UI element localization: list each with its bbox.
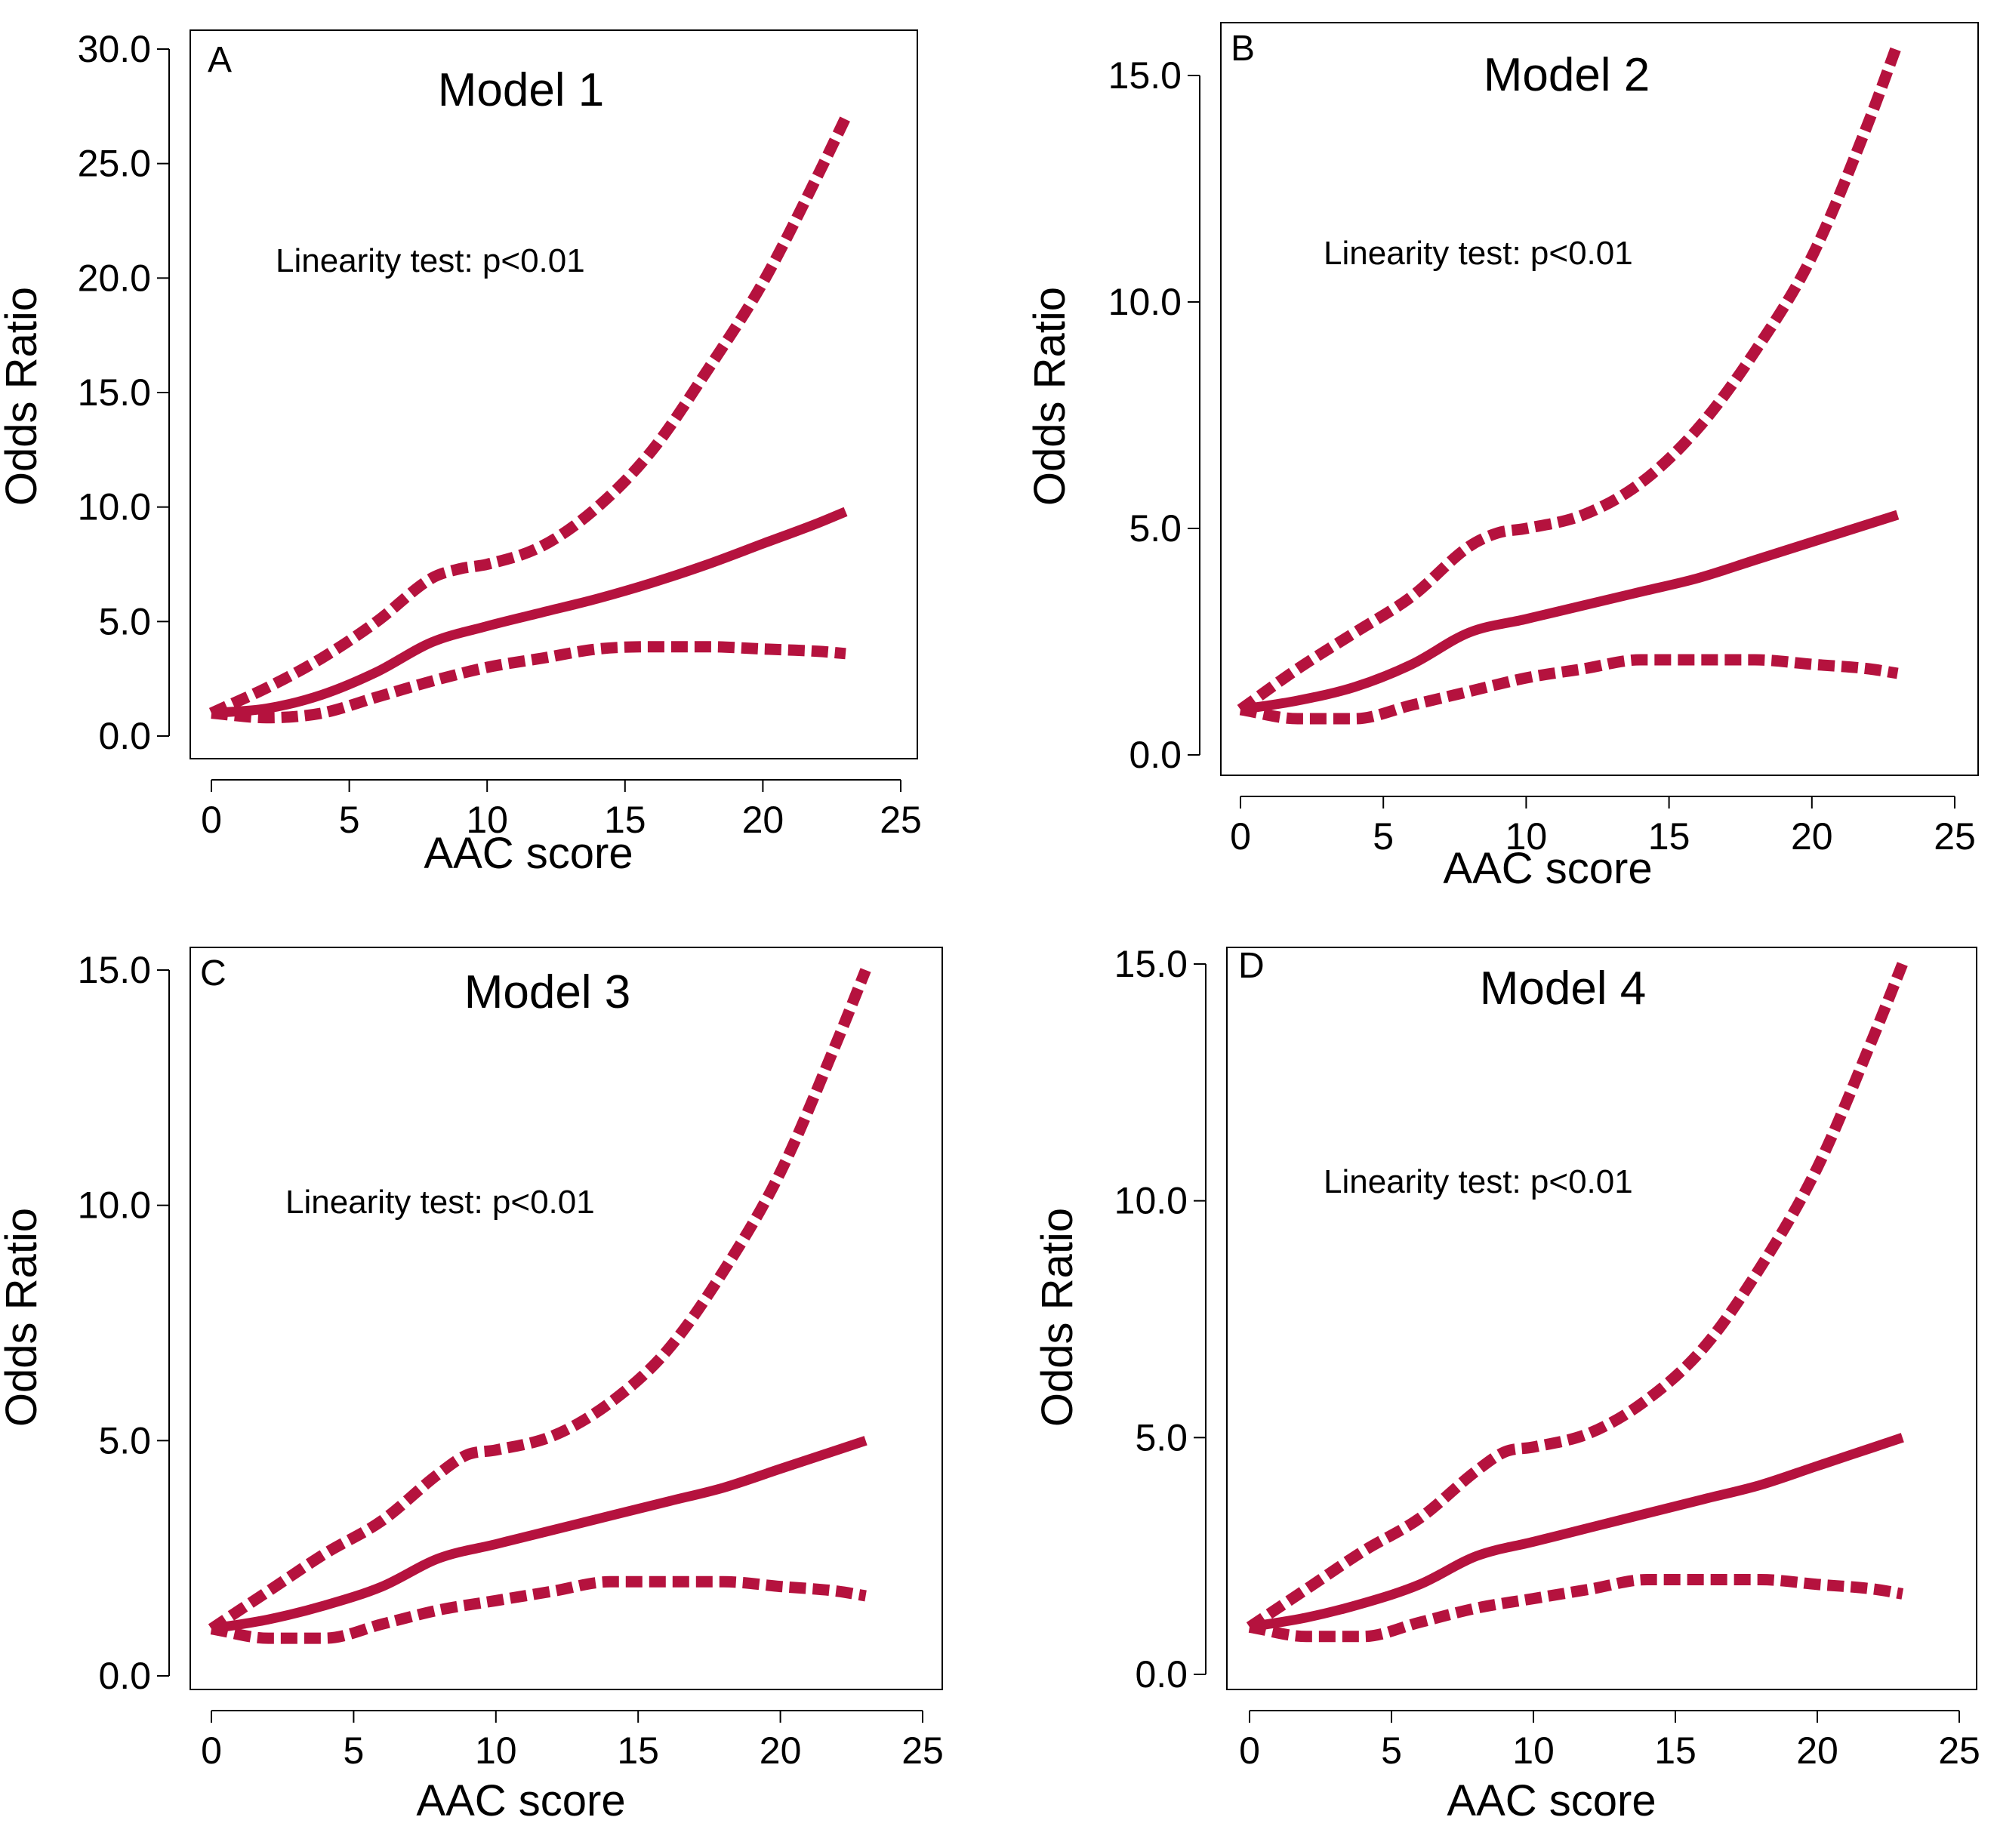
- y-tick-label: 0.0: [1135, 1653, 1188, 1696]
- y-tick-label: 15.0: [1108, 54, 1182, 97]
- x-axis-title: AAC score: [1447, 1776, 1656, 1825]
- x-tick-label: 5: [339, 799, 360, 841]
- panel-letter: C: [200, 953, 227, 993]
- lower-ci-line: [210, 1575, 867, 1644]
- linearity-annotation: Linearity test: p<0.01: [1324, 1163, 1633, 1200]
- upper-ci-line: [1237, 42, 1903, 715]
- y-tick-label: 10.0: [1108, 281, 1182, 323]
- x-tick-label: 5: [1381, 1729, 1402, 1772]
- chart-title: Model 3: [464, 966, 631, 1018]
- y-axis-title: Odds Ratio: [1025, 287, 1074, 506]
- y-tick-label: 25.0: [78, 143, 151, 185]
- lower-ci-line: [1248, 1574, 1904, 1643]
- x-tick-label: 0: [1239, 1729, 1260, 1772]
- panel-letter: D: [1238, 946, 1265, 986]
- chart-panel-a: 0 5 10 15 20 25 0.0 5.0 10.0 15.0 20.0 25.0 30.0 AAC …: [0, 28, 922, 878]
- x-axis-title: AAC score: [416, 1776, 625, 1825]
- y-tick-label: 0.0: [98, 715, 151, 757]
- chart-panel-d: 0 5 10 15 20 25 0.0 5.0 10.0 15.0 AAC score Odds Ra…: [1033, 943, 1980, 1825]
- x-tick-label: 15: [1654, 1729, 1697, 1772]
- x-tick-label: 10: [1512, 1729, 1555, 1772]
- plot-frame: [190, 29, 918, 759]
- y-tick-label: 5.0: [98, 1419, 151, 1461]
- x-tick-label: 15: [1648, 815, 1690, 858]
- x-tick-label: 25: [1934, 815, 1976, 858]
- y-tick-label: 5.0: [98, 600, 151, 642]
- y-tick-label: 15.0: [1114, 943, 1188, 985]
- chart-title: Model 4: [1480, 962, 1647, 1015]
- y-axis-title: Odds Ratio: [0, 1208, 46, 1427]
- y-tick-label: 0.0: [98, 1655, 151, 1697]
- x-axis-title: AAC score: [1443, 844, 1652, 893]
- chart-panel-b: 0 5 10 15 20 25 0.0 5.0 10.0 15.0 AAC score Odds Ra…: [1025, 22, 1979, 893]
- y-tick-label: 10.0: [78, 1184, 151, 1227]
- y-tick-label: 10.0: [78, 486, 151, 528]
- x-tick-label: 15: [617, 1729, 659, 1772]
- plot-frame: [1220, 22, 1979, 776]
- chart-title: Model 2: [1484, 49, 1650, 101]
- lower-ci-line: [211, 641, 846, 724]
- x-tick-label: 20: [742, 799, 784, 841]
- odds-ratio-line: [1239, 510, 1900, 715]
- x-tick-label: 5: [343, 1729, 364, 1772]
- x-tick-label: 0: [1230, 815, 1251, 858]
- x-tick-label: 25: [901, 1729, 944, 1772]
- y-tick-label: 10.0: [1114, 1180, 1188, 1222]
- x-tick-label: 25: [880, 799, 922, 841]
- x-tick-label: 20: [760, 1729, 802, 1772]
- x-tick-label: 20: [1791, 815, 1833, 858]
- linearity-annotation: Linearity test: p<0.01: [1324, 235, 1633, 272]
- chart-panel-c: 0 5 10 15 20 25 0.0 5.0 10.0 15.0 AAC score Odds Ra…: [0, 947, 944, 1825]
- x-axis-title: AAC score: [424, 829, 633, 878]
- odds-ratio-line: [1248, 1433, 1904, 1632]
- y-axis-title: Odds Ratio: [1033, 1208, 1082, 1427]
- panel-letter: A: [208, 40, 232, 80]
- upper-ci-line: [208, 968, 871, 1634]
- linearity-annotation: Linearity test: p<0.01: [285, 1184, 595, 1221]
- odds-ratio-line: [210, 1436, 868, 1634]
- panel-letter: B: [1231, 29, 1255, 69]
- x-tick-label: 10: [475, 1729, 517, 1772]
- x-tick-label: 5: [1373, 815, 1394, 858]
- x-tick-label: 15: [604, 799, 646, 841]
- x-tick-label: 10: [1505, 815, 1548, 858]
- x-tick-label: 10: [466, 799, 508, 841]
- x-tick-label: 0: [201, 1729, 222, 1772]
- odds-ratio-line: [211, 507, 848, 719]
- linearity-annotation: Linearity test: p<0.01: [276, 242, 585, 279]
- y-tick-label: 30.0: [78, 28, 151, 70]
- upper-ci-line: [1246, 962, 1908, 1632]
- y-axis-title: Odds Ratio: [0, 287, 46, 506]
- upper-ci-line: [208, 115, 851, 719]
- y-tick-label: 5.0: [1135, 1416, 1188, 1458]
- y-tick-label: 20.0: [78, 257, 151, 299]
- y-tick-label: 5.0: [1129, 507, 1182, 550]
- chart-title: Model 1: [438, 64, 605, 116]
- x-tick-label: 25: [1938, 1729, 1980, 1772]
- y-tick-label: 15.0: [78, 371, 151, 414]
- x-tick-label: 20: [1796, 1729, 1838, 1772]
- plot-frame: [1226, 947, 1977, 1690]
- y-tick-label: 0.0: [1129, 734, 1182, 776]
- x-tick-label: 0: [201, 799, 222, 841]
- y-tick-label: 15.0: [78, 949, 151, 991]
